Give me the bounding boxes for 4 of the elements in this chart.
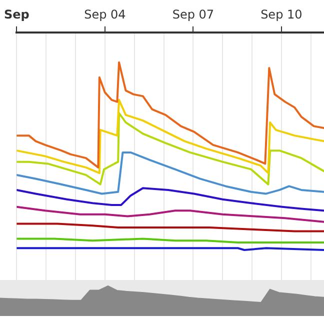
- x-tick-label: Sep 10: [260, 7, 302, 22]
- x-tick-label: Sep 04: [84, 7, 126, 22]
- x-tick-label: Sep 07: [172, 7, 214, 22]
- x-tick-label: Sep: [4, 7, 30, 22]
